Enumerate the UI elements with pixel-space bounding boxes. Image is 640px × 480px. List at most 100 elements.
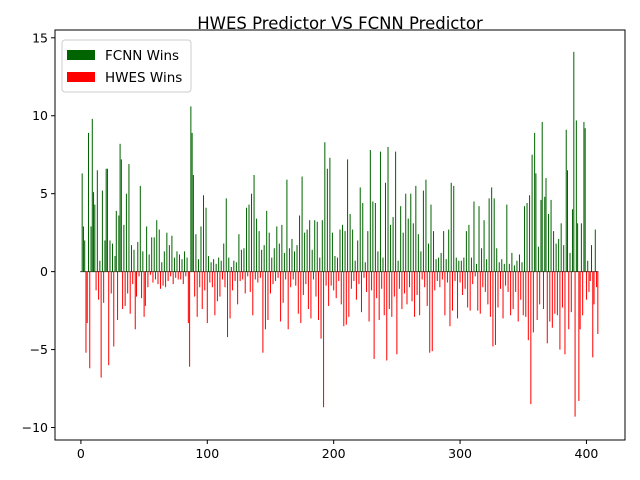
hwes-bar	[141, 271, 143, 299]
fcnn-bar	[498, 262, 500, 272]
fcnn-bar	[238, 234, 240, 272]
fcnn-bar	[233, 260, 235, 272]
fcnn-bar	[410, 193, 412, 272]
hwes-bar	[431, 271, 433, 352]
fcnn-bar	[314, 220, 316, 272]
fcnn-bar	[513, 265, 515, 272]
fcnn-bar	[397, 260, 399, 272]
fcnn-bar	[591, 245, 593, 272]
hwes-bar	[122, 271, 124, 310]
hwes-bar	[132, 271, 134, 285]
fcnn-bar	[344, 231, 346, 272]
fcnn-bar	[276, 226, 278, 272]
hwes-bar	[355, 271, 357, 300]
hwes-bar	[409, 271, 411, 288]
hwes-bar	[138, 271, 140, 277]
fcnn-bar	[347, 159, 349, 272]
fcnn-bar	[120, 159, 122, 272]
legend-label-hwes: HWES Wins	[105, 70, 182, 86]
fcnn-bar	[248, 204, 250, 272]
fcnn-bar	[392, 217, 394, 272]
fcnn-bar	[524, 206, 526, 272]
fcnn-bar	[555, 243, 557, 272]
hwes-bar	[204, 271, 206, 291]
fcnn-bar	[448, 229, 450, 272]
fcnn-bar	[354, 260, 356, 272]
fcnn-bar	[438, 257, 440, 272]
hwes-bar	[175, 271, 177, 278]
hwes-bar	[219, 271, 221, 297]
hwes-bar	[542, 271, 544, 310]
fcnn-bar	[151, 237, 153, 272]
fcnn-bar	[390, 224, 392, 272]
hwes-bar	[129, 271, 131, 314]
x-tick-label: 300	[448, 446, 472, 461]
hwes-bar	[570, 271, 572, 313]
x-tick-label: 0	[77, 446, 85, 461]
hwes-bar	[100, 271, 102, 378]
x-tick-label: 200	[322, 446, 346, 461]
y-tick-label: −5	[30, 342, 48, 357]
fcnn-bar	[506, 204, 508, 272]
hwes-bar	[517, 271, 519, 322]
fcnn-bar	[357, 240, 359, 272]
hwes-bar	[239, 271, 241, 281]
fcnn-bar	[331, 232, 333, 272]
fcnn-bar	[261, 249, 263, 272]
fcnn-bar	[369, 150, 371, 272]
fcnn-bar	[405, 193, 407, 272]
fcnn-bar	[573, 51, 575, 272]
hwes-bar	[532, 271, 534, 333]
hwes-bar	[414, 271, 416, 317]
hwes-bar	[446, 271, 448, 283]
hwes-bar	[368, 271, 370, 322]
fcnn-bar	[94, 204, 96, 272]
fcnn-bar	[148, 254, 150, 272]
hwes-bar	[489, 271, 491, 317]
hwes-bar	[177, 271, 179, 280]
fcnn-bar	[329, 157, 331, 272]
hwes-bar	[556, 271, 558, 316]
hwes-bar	[345, 271, 347, 325]
hwes-bar	[242, 271, 244, 280]
hwes-bar	[297, 271, 299, 314]
hwes-bar	[546, 271, 548, 344]
fcnn-bar	[537, 246, 539, 272]
fcnn-bar	[326, 168, 328, 272]
fcnn-bar	[412, 223, 414, 272]
fcnn-bar	[443, 231, 445, 272]
fcnn-bar	[407, 218, 409, 272]
hwes-bar	[330, 271, 332, 286]
hwes-bar	[449, 271, 451, 327]
hwes-bar	[564, 271, 566, 355]
hwes-bar	[167, 271, 169, 281]
fcnn-bar	[283, 252, 285, 272]
hwes-bar	[472, 271, 474, 285]
hwes-bar	[596, 271, 598, 288]
x-axis: 0 100 200 300 400	[77, 440, 598, 461]
fcnn-bar	[379, 151, 381, 272]
fcnn-bar	[374, 203, 376, 272]
fcnn-bar	[153, 237, 155, 272]
hwes-bar	[252, 271, 254, 316]
fcnn-bar	[531, 154, 533, 272]
fcnn-bar	[534, 132, 536, 272]
fcnn-bar	[156, 220, 158, 272]
fcnn-bar	[158, 229, 160, 272]
hwes-bar	[144, 271, 146, 306]
fcnn-bar	[566, 170, 568, 272]
hwes-bar	[335, 271, 337, 299]
fcnn-bar	[166, 232, 168, 272]
hwes-bar	[444, 271, 446, 316]
fcnn-bar	[208, 256, 210, 272]
fcnn-bar	[114, 256, 116, 272]
fcnn-bar	[256, 218, 258, 272]
hwes-bar	[477, 271, 479, 311]
hwes-bar	[578, 271, 580, 402]
hwes-bar	[568, 271, 570, 330]
hwes-bar	[350, 271, 352, 289]
fcnn-bar	[496, 248, 498, 272]
fcnn-bar	[220, 260, 222, 272]
hwes-bar	[227, 271, 229, 338]
fcnn-bar	[575, 120, 577, 272]
